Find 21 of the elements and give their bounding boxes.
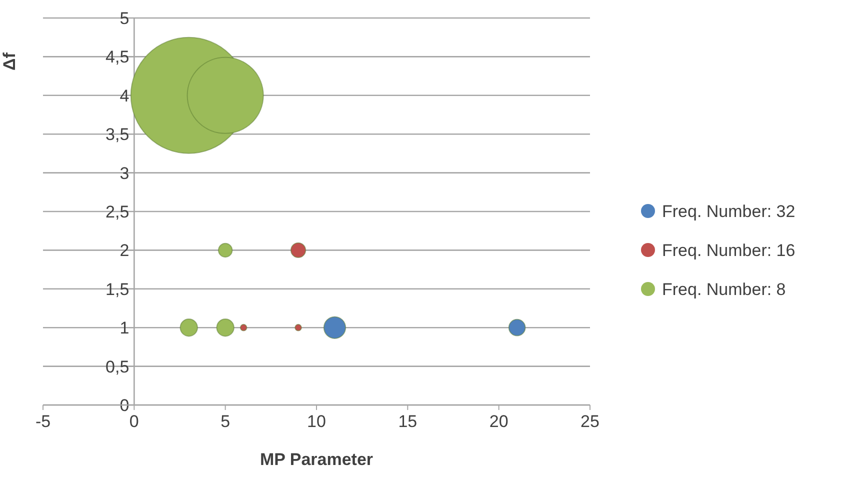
y-tick-label: 1 — [120, 318, 130, 338]
x-axis-title: MP Parameter — [260, 450, 374, 469]
y-tick-label: 4,5 — [106, 48, 130, 67]
x-tick-label: 10 — [307, 412, 326, 431]
x-tick-label: 25 — [580, 412, 600, 431]
legend-label: Freq. Number: 8 — [662, 280, 786, 299]
y-tick-label: 2,5 — [106, 202, 130, 222]
x-tick-label: 5 — [220, 412, 230, 431]
y-tick-label: 2 — [120, 241, 130, 260]
y-tick-label: 4 — [120, 86, 130, 106]
y-axis-title: Δf — [0, 52, 19, 70]
y-tick-label: 5 — [120, 8, 130, 28]
legend-label: Freq. Number: 32 — [662, 202, 796, 221]
y-tick-label: 0,5 — [106, 357, 130, 376]
x-tick-label: 15 — [398, 412, 418, 431]
y-tick-label: 3,5 — [106, 125, 130, 144]
y-tick-label: 3 — [120, 164, 130, 183]
legend-label: Freq. Number: 16 — [662, 240, 796, 260]
y-tick-label: 1,5 — [106, 280, 130, 299]
x-tick-label: 20 — [489, 412, 508, 431]
x-tick-label: -5 — [35, 412, 51, 431]
